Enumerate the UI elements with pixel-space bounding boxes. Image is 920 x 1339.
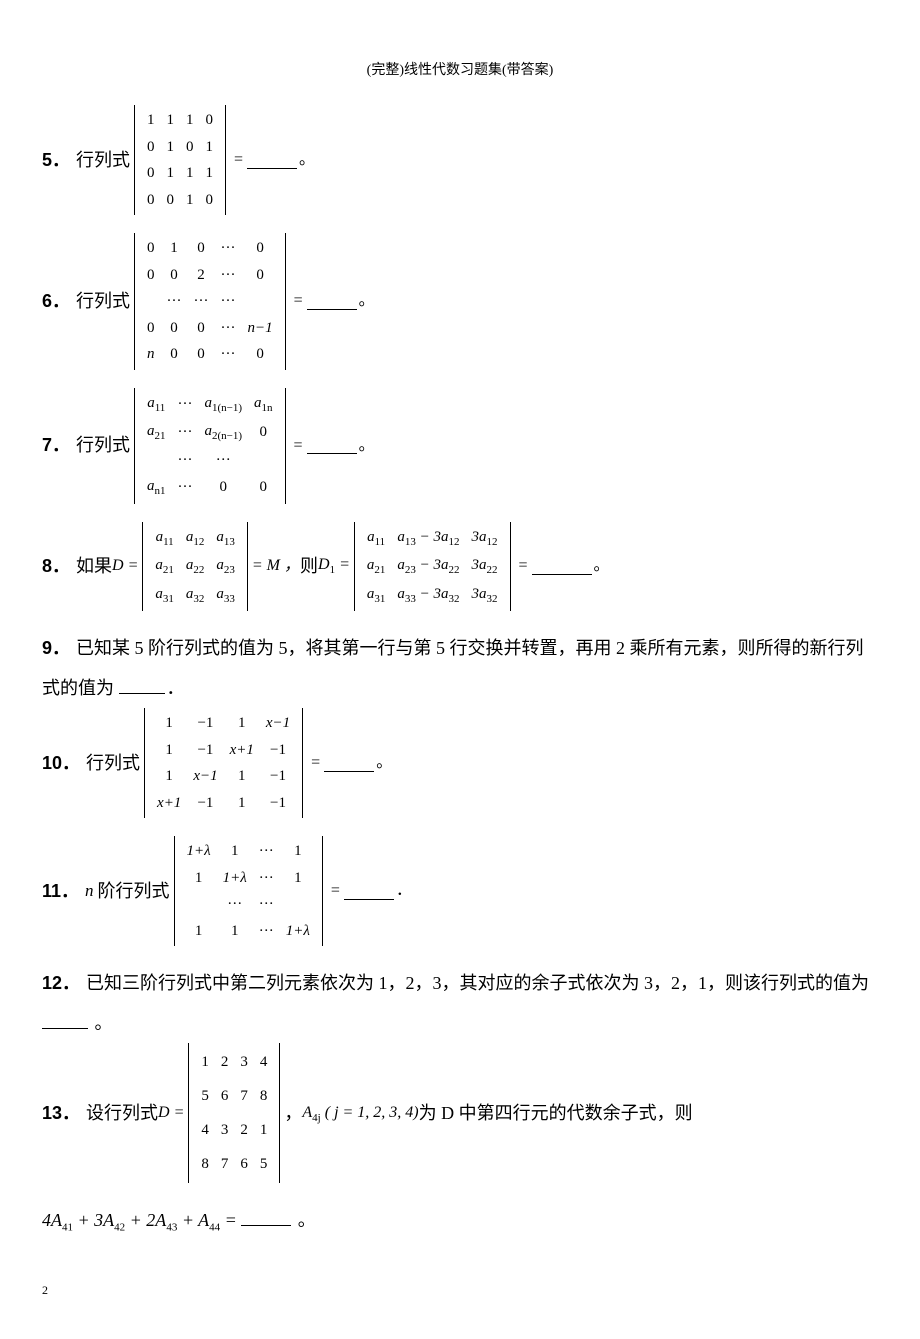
answer-blank <box>307 293 357 310</box>
determinant-d: a11a12a13a21a22a23a31a32a33 <box>142 522 248 612</box>
comma: ， <box>284 1095 302 1131</box>
problem-7: 7． 行列式 a11···a1(n−1)a1na21···a2(n−1)0···… <box>42 388 878 504</box>
period: 。 <box>95 1013 113 1033</box>
answer-blank <box>307 437 357 454</box>
period: 。 <box>359 289 375 313</box>
problem-label: 行列式 <box>76 147 130 174</box>
problem-13: 13． 设行列式 D = 1234567843218765 ， A4j ( j … <box>42 1043 878 1183</box>
determinant-d1: a11a13 − 3a123a12a21a23 − 3a223a22a31a33… <box>354 522 511 612</box>
problem-number: 11． <box>42 878 79 905</box>
page-header: (完整)线性代数习题集(带答案) <box>42 60 878 81</box>
problem-8: 8． 如果 D = a11a12a13a21a22a23a31a32a33 = … <box>42 522 878 612</box>
then-label: 则 <box>300 553 318 580</box>
period: 。 <box>376 751 392 775</box>
period: ． <box>167 678 185 698</box>
d-equals: D = <box>112 554 138 578</box>
problem-number: 5． <box>42 147 70 174</box>
d-equals: D = <box>158 1097 184 1129</box>
problem-text: 已知三阶行列式中第二列元素依次为 1，2，3，其对应的余子式依次为 3，2，1，… <box>86 973 869 993</box>
equals: = <box>294 434 303 458</box>
determinant: 010···0002···0·········000···n−1n00···0 <box>134 233 286 370</box>
problem-label: 阶行列式 <box>98 878 170 905</box>
problem-text: 已知某 5 阶行列式的值为 5，将其第一行与第 5 行交换并转置，再用 2 乘所… <box>42 638 864 698</box>
problem-number: 8． <box>42 553 70 580</box>
problem-12: 12． 已知三阶行列式中第二列元素依次为 1，2，3，其对应的余子式依次为 3，2… <box>42 964 878 1043</box>
cofactor-expr: 4A41 + 3A42 + 2A43 + A44 = <box>42 1210 237 1230</box>
tail-text: 为 D 中第四行元的代数余子式，则 <box>419 1095 693 1131</box>
d1-equals: D1 = <box>318 553 350 579</box>
equals: = <box>519 554 528 578</box>
answer-blank <box>247 152 297 169</box>
problem-11: 11． n 阶行列式 1+λ1···111+λ···1······11···1+… <box>42 836 878 946</box>
answer-blank <box>532 558 592 575</box>
problem-13-line2: 4A41 + 3A42 + 2A43 + A44 = 。 <box>42 1201 878 1241</box>
problem-label: 设行列式 <box>86 1095 158 1131</box>
problem-number: 13． <box>42 1095 80 1131</box>
problem-number: 12． <box>42 973 80 993</box>
problem-number: 9． <box>42 638 70 658</box>
equals: = <box>234 148 243 172</box>
period: ． <box>396 879 412 903</box>
problem-number: 10． <box>42 750 80 777</box>
problem-6: 6． 行列式 010···0002···0·········000···n−1n… <box>42 233 878 370</box>
problem-number: 6． <box>42 288 70 315</box>
determinant: 1−11x−11−1x+1−11x−11−1x+1−11−1 <box>144 708 303 818</box>
problem-10: 10． 行列式 1−11x−11−1x+1−11x−11−1x+1−11−1 =… <box>42 708 878 818</box>
determinant: 1234567843218765 <box>188 1043 280 1183</box>
problem-label: 行列式 <box>76 432 130 459</box>
answer-blank <box>119 675 165 694</box>
page-number: 2 <box>42 1281 878 1299</box>
period: 。 <box>298 1210 316 1230</box>
problem-9: 9．已知某 5 阶行列式的值为 5，将其第一行与第 5 行交换并转置，再用 2 … <box>42 629 878 708</box>
problem-label: 行列式 <box>86 750 140 777</box>
determinant: 1110010101110010 <box>134 105 226 215</box>
answer-blank <box>241 1207 291 1226</box>
answer-blank <box>344 883 394 900</box>
n-italic: n <box>85 878 94 904</box>
equals: = <box>331 879 340 903</box>
determinant: a11···a1(n−1)a1na21···a2(n−1)0······an1·… <box>134 388 286 504</box>
problem-5: 5． 行列式 1110010101110010 = 。 <box>42 105 878 215</box>
period: 。 <box>359 434 375 458</box>
problem-label: 如果 <box>76 553 112 580</box>
period: 。 <box>594 554 610 578</box>
equals-m: = M ， <box>252 554 300 578</box>
answer-blank <box>324 755 374 772</box>
equals: = <box>311 751 320 775</box>
determinant: 1+λ1···111+λ···1······11···1+λ <box>174 836 323 946</box>
answer-blank <box>42 1010 88 1029</box>
a4j-expr: A4j ( j = 1, 2, 3, 4) <box>302 1097 418 1129</box>
problem-label: 行列式 <box>76 288 130 315</box>
problem-number: 7． <box>42 432 70 459</box>
period: 。 <box>299 148 315 172</box>
equals: = <box>294 289 303 313</box>
